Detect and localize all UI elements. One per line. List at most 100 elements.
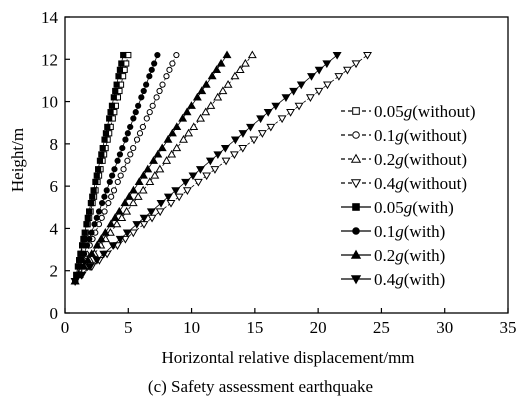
marker-triangle-down	[238, 144, 248, 153]
marker-triangle-down	[314, 87, 324, 96]
marker-triangle-down	[351, 60, 361, 69]
plot-frame	[64, 16, 509, 314]
marker-triangle-down	[229, 151, 239, 160]
marker-circle	[111, 166, 118, 173]
marker-circle	[173, 51, 180, 59]
marker-triangle-up	[167, 128, 177, 137]
marker-triangle-up	[134, 177, 144, 186]
y-tick-label: 6	[50, 177, 59, 196]
marker-triangle-up	[184, 128, 194, 137]
marker-triangle-up	[138, 185, 148, 194]
marker-circle	[101, 208, 108, 215]
marker-circle	[78, 257, 86, 264]
marker-triangle-up	[128, 198, 138, 207]
marker-square	[98, 151, 105, 158]
marker-triangle-up	[143, 164, 153, 173]
marker-triangle-up	[114, 206, 124, 215]
y-tick-label: 4	[50, 219, 59, 238]
marker-triangle-up	[218, 86, 228, 95]
marker-circle	[154, 51, 161, 59]
marker-triangle-down	[99, 250, 109, 259]
marker-triangle-up	[133, 192, 143, 200]
marker-circle	[106, 178, 113, 186]
marker-triangle-down	[76, 271, 86, 280]
legend-item: 0.2g(without)	[341, 150, 467, 169]
marker-square	[115, 73, 122, 80]
marker-triangle-down	[205, 157, 215, 166]
marker-triangle-up	[106, 219, 116, 228]
series-0-1g-without-	[72, 51, 180, 285]
marker-triangle-up	[79, 261, 89, 270]
marker-triangle-down	[122, 229, 132, 238]
marker-triangle-up	[240, 58, 250, 67]
series-0-2g-with-	[70, 50, 232, 285]
marker-triangle-down	[332, 51, 342, 60]
marker-triangle-up	[196, 113, 206, 122]
marker-circle	[114, 178, 121, 186]
marker-triangle-down	[289, 87, 299, 96]
marker-square	[90, 187, 97, 194]
marker-square	[104, 123, 111, 131]
marker-triangle-up	[222, 50, 232, 59]
marker-triangle-up	[178, 113, 188, 122]
marker-triangle-down	[115, 235, 125, 244]
marker-triangle-up	[230, 71, 240, 80]
marker-triangle-down	[139, 214, 149, 223]
marker-triangle-down	[334, 73, 344, 81]
marker-circle	[163, 73, 170, 80]
marker-square	[116, 66, 124, 73]
series-layer	[70, 50, 372, 286]
marker-triangle-down	[294, 102, 304, 111]
marker-triangle-down	[132, 221, 142, 229]
marker-circle	[117, 172, 124, 179]
marker-triangle-down	[171, 187, 181, 195]
series-0-4g-without-	[70, 51, 372, 286]
marker-square	[118, 60, 125, 67]
x-tick-label: 25	[373, 318, 390, 337]
marker-circle	[352, 131, 360, 139]
marker-circle	[130, 144, 137, 152]
marker-triangle-up	[350, 153, 362, 163]
marker-triangle-down	[266, 123, 276, 132]
marker-triangle-down	[307, 73, 316, 81]
marker-circle	[169, 60, 176, 67]
marker-triangle-up	[87, 249, 97, 257]
marker-triangle-down	[350, 275, 362, 285]
marker-triangle-up	[201, 80, 211, 88]
marker-triangle-up	[117, 213, 127, 221]
marker-triangle-down	[70, 278, 80, 286]
x-tick-label: 15	[246, 318, 263, 337]
marker-triangle-down	[195, 166, 205, 174]
marker-circle	[127, 123, 134, 131]
marker-triangle-up	[120, 198, 130, 207]
marker-circle	[98, 214, 105, 221]
marker-triangle-down	[128, 229, 138, 238]
marker-square	[84, 214, 91, 221]
marker-square	[89, 193, 96, 200]
legend-label: 0.05g(with)	[374, 198, 454, 217]
marker-triangle-up	[162, 156, 172, 164]
marker-triangle-up	[83, 255, 93, 264]
y-tick-label: 2	[50, 262, 59, 281]
marker-triangle-down	[246, 123, 255, 132]
y-axis-label: Height/m	[8, 128, 27, 192]
marker-triangle-down	[314, 66, 324, 75]
marker-circle	[99, 199, 106, 207]
marker-triangle-up	[223, 80, 233, 88]
y-tick-label: 10	[41, 93, 58, 112]
marker-square	[95, 166, 102, 173]
marker-triangle-down	[139, 221, 149, 229]
axes: 0 5 10 15 20 25 30 35 0 2 4 6 8 10 12 14	[41, 8, 517, 337]
marker-triangle-down	[220, 144, 230, 153]
marker-circle	[143, 115, 150, 122]
marker-square	[125, 51, 132, 59]
marker-square	[87, 199, 94, 207]
marker-circle	[124, 130, 131, 137]
marker-circle	[135, 102, 142, 109]
marker-circle	[95, 208, 103, 215]
legend-label: 0.2g(without)	[374, 150, 467, 169]
marker-triangle-up	[192, 92, 202, 101]
marker-triangle-down	[323, 81, 332, 90]
marker-square	[120, 51, 127, 59]
